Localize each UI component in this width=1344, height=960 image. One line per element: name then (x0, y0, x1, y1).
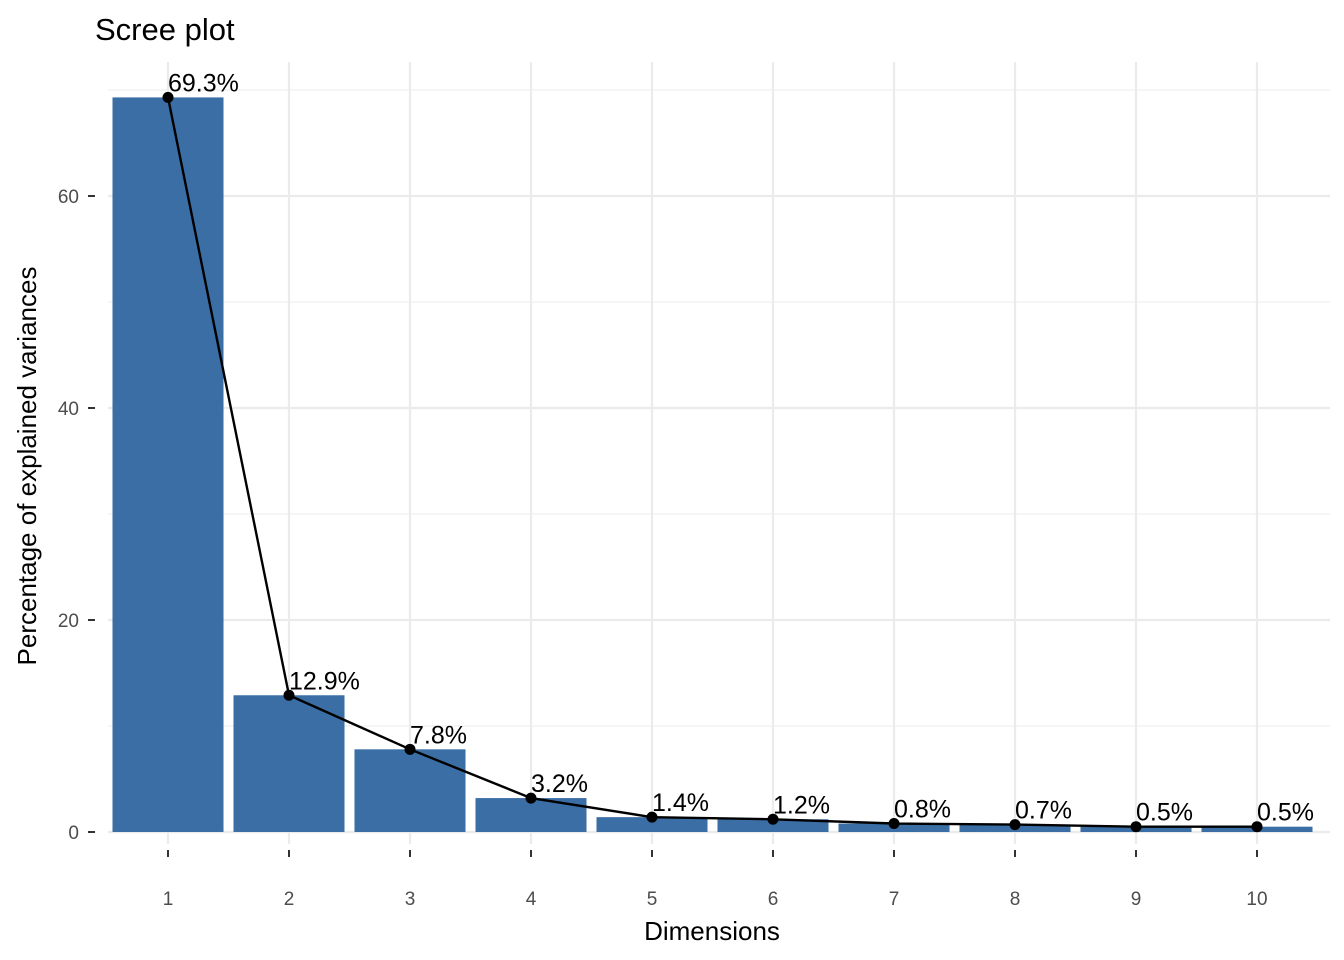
data-label: 12.9% (289, 667, 360, 695)
bar (354, 749, 466, 832)
x-tick-label: 6 (768, 889, 779, 910)
scree-point (283, 689, 295, 701)
bar (233, 695, 345, 832)
bar (112, 97, 224, 833)
scree-point (404, 743, 416, 755)
x-axis: 1 2 3 4 5 6 7 8 9 10 (163, 850, 1268, 910)
x-tick-label: 10 (1246, 889, 1267, 910)
scree-point (767, 813, 779, 825)
y-tick-label: 0 (68, 823, 79, 844)
x-tick-label: 5 (647, 889, 658, 910)
data-label: 69.3% (168, 69, 239, 97)
chart-title: Scree plot (95, 12, 235, 47)
x-tick-label: 4 (526, 889, 537, 910)
scree-line-path (166, 97, 1257, 828)
scree-line (166, 97, 1257, 828)
y-tick-label: 20 (58, 611, 79, 632)
data-label: 0.8% (894, 796, 951, 824)
data-label: 0.7% (1015, 797, 1072, 825)
x-tick-label: 7 (889, 889, 900, 910)
data-label: 1.2% (773, 791, 830, 819)
data-label: 0.5% (1257, 799, 1314, 827)
scree-point (1130, 821, 1142, 833)
scree-point (888, 818, 900, 830)
data-label: 7.8% (410, 721, 467, 749)
scree-point (646, 811, 658, 823)
x-tick-label: 3 (405, 889, 416, 910)
data-label: 3.2% (531, 770, 588, 798)
y-tick-label: 60 (58, 187, 79, 208)
x-tick-label: 1 (163, 889, 174, 910)
bars (112, 97, 1313, 833)
x-axis-title: Dimensions (644, 916, 780, 946)
data-label: 0.5% (1136, 799, 1193, 827)
bar (596, 817, 708, 832)
bar (717, 819, 829, 832)
data-labels: 69.3% 12.9% 7.8% 3.2% 1.4% 1.2% 0.8% 0.7% 0.5% 0.… (168, 69, 1314, 826)
y-axis-title: Percentage of explained variances (12, 267, 42, 666)
data-label: 1.4% (652, 789, 709, 817)
x-tick-label: 2 (284, 889, 295, 910)
scree-point (1251, 821, 1263, 833)
x-tick-label: 8 (1010, 889, 1021, 910)
x-tick-label: 9 (1131, 889, 1142, 910)
scree-points (162, 91, 1263, 833)
scree-point (1009, 819, 1021, 831)
scree-point (162, 91, 174, 103)
scree-point (525, 792, 537, 804)
y-tick-label: 40 (58, 399, 79, 420)
y-axis: 0 20 40 60 (58, 187, 95, 844)
